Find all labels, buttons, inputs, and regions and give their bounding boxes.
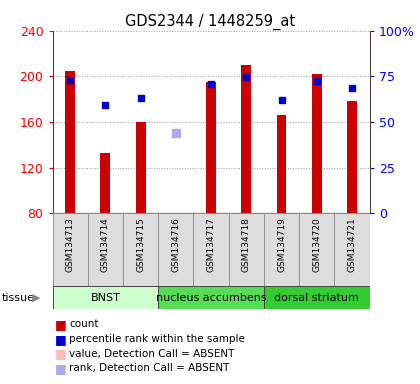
Bar	[52, 286, 158, 309]
Text: tissue: tissue	[2, 293, 35, 303]
Bar	[299, 213, 334, 286]
Text: GSM134715: GSM134715	[136, 217, 145, 272]
Text: GSM134720: GSM134720	[312, 217, 321, 272]
Text: GSM134719: GSM134719	[277, 217, 286, 272]
Bar	[52, 213, 88, 286]
Text: ■: ■	[55, 347, 66, 360]
Bar	[65, 71, 75, 213]
Bar	[158, 213, 194, 286]
Bar	[334, 213, 370, 286]
Bar	[264, 213, 299, 286]
Bar	[264, 286, 370, 309]
Text: value, Detection Call = ABSENT: value, Detection Call = ABSENT	[69, 349, 235, 359]
Bar	[312, 74, 322, 213]
Text: GSM134718: GSM134718	[242, 217, 251, 272]
Bar	[158, 286, 264, 309]
Bar	[206, 82, 216, 213]
Text: percentile rank within the sample: percentile rank within the sample	[69, 334, 245, 344]
Bar	[88, 213, 123, 286]
Text: rank, Detection Call = ABSENT: rank, Detection Call = ABSENT	[69, 363, 230, 373]
Text: GSM134721: GSM134721	[347, 217, 357, 272]
Bar	[347, 101, 357, 213]
Text: GDS2344 / 1448259_at: GDS2344 / 1448259_at	[125, 13, 295, 30]
Text: GSM134714: GSM134714	[101, 217, 110, 272]
Text: ■: ■	[55, 333, 66, 346]
Text: ▶: ▶	[32, 293, 40, 303]
Text: GSM134713: GSM134713	[66, 217, 75, 272]
Text: ■: ■	[55, 362, 66, 375]
Text: nucleus accumbens: nucleus accumbens	[156, 293, 266, 303]
Bar	[241, 65, 251, 213]
Bar	[277, 115, 286, 213]
Text: GSM134716: GSM134716	[171, 217, 180, 272]
Text: GSM134717: GSM134717	[207, 217, 215, 272]
Text: dorsal striatum: dorsal striatum	[274, 293, 359, 303]
Bar	[228, 213, 264, 286]
Bar	[100, 153, 110, 213]
Bar	[136, 122, 145, 213]
Text: ■: ■	[55, 318, 66, 331]
Text: BNST: BNST	[90, 293, 120, 303]
Bar	[123, 213, 158, 286]
Text: count: count	[69, 319, 99, 329]
Bar	[194, 213, 228, 286]
